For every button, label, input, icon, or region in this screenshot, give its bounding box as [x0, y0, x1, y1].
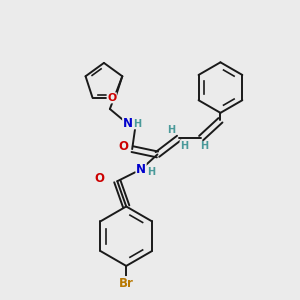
- Text: O: O: [119, 140, 129, 153]
- Text: H: H: [167, 125, 175, 135]
- Text: N: N: [123, 117, 133, 130]
- Text: O: O: [94, 172, 104, 185]
- Text: N: N: [136, 163, 146, 176]
- Text: O: O: [107, 93, 116, 103]
- Text: H: H: [200, 141, 208, 152]
- Text: H: H: [147, 167, 155, 177]
- Text: H: H: [180, 140, 188, 151]
- Text: H: H: [134, 119, 142, 129]
- Text: Br: Br: [119, 277, 134, 290]
